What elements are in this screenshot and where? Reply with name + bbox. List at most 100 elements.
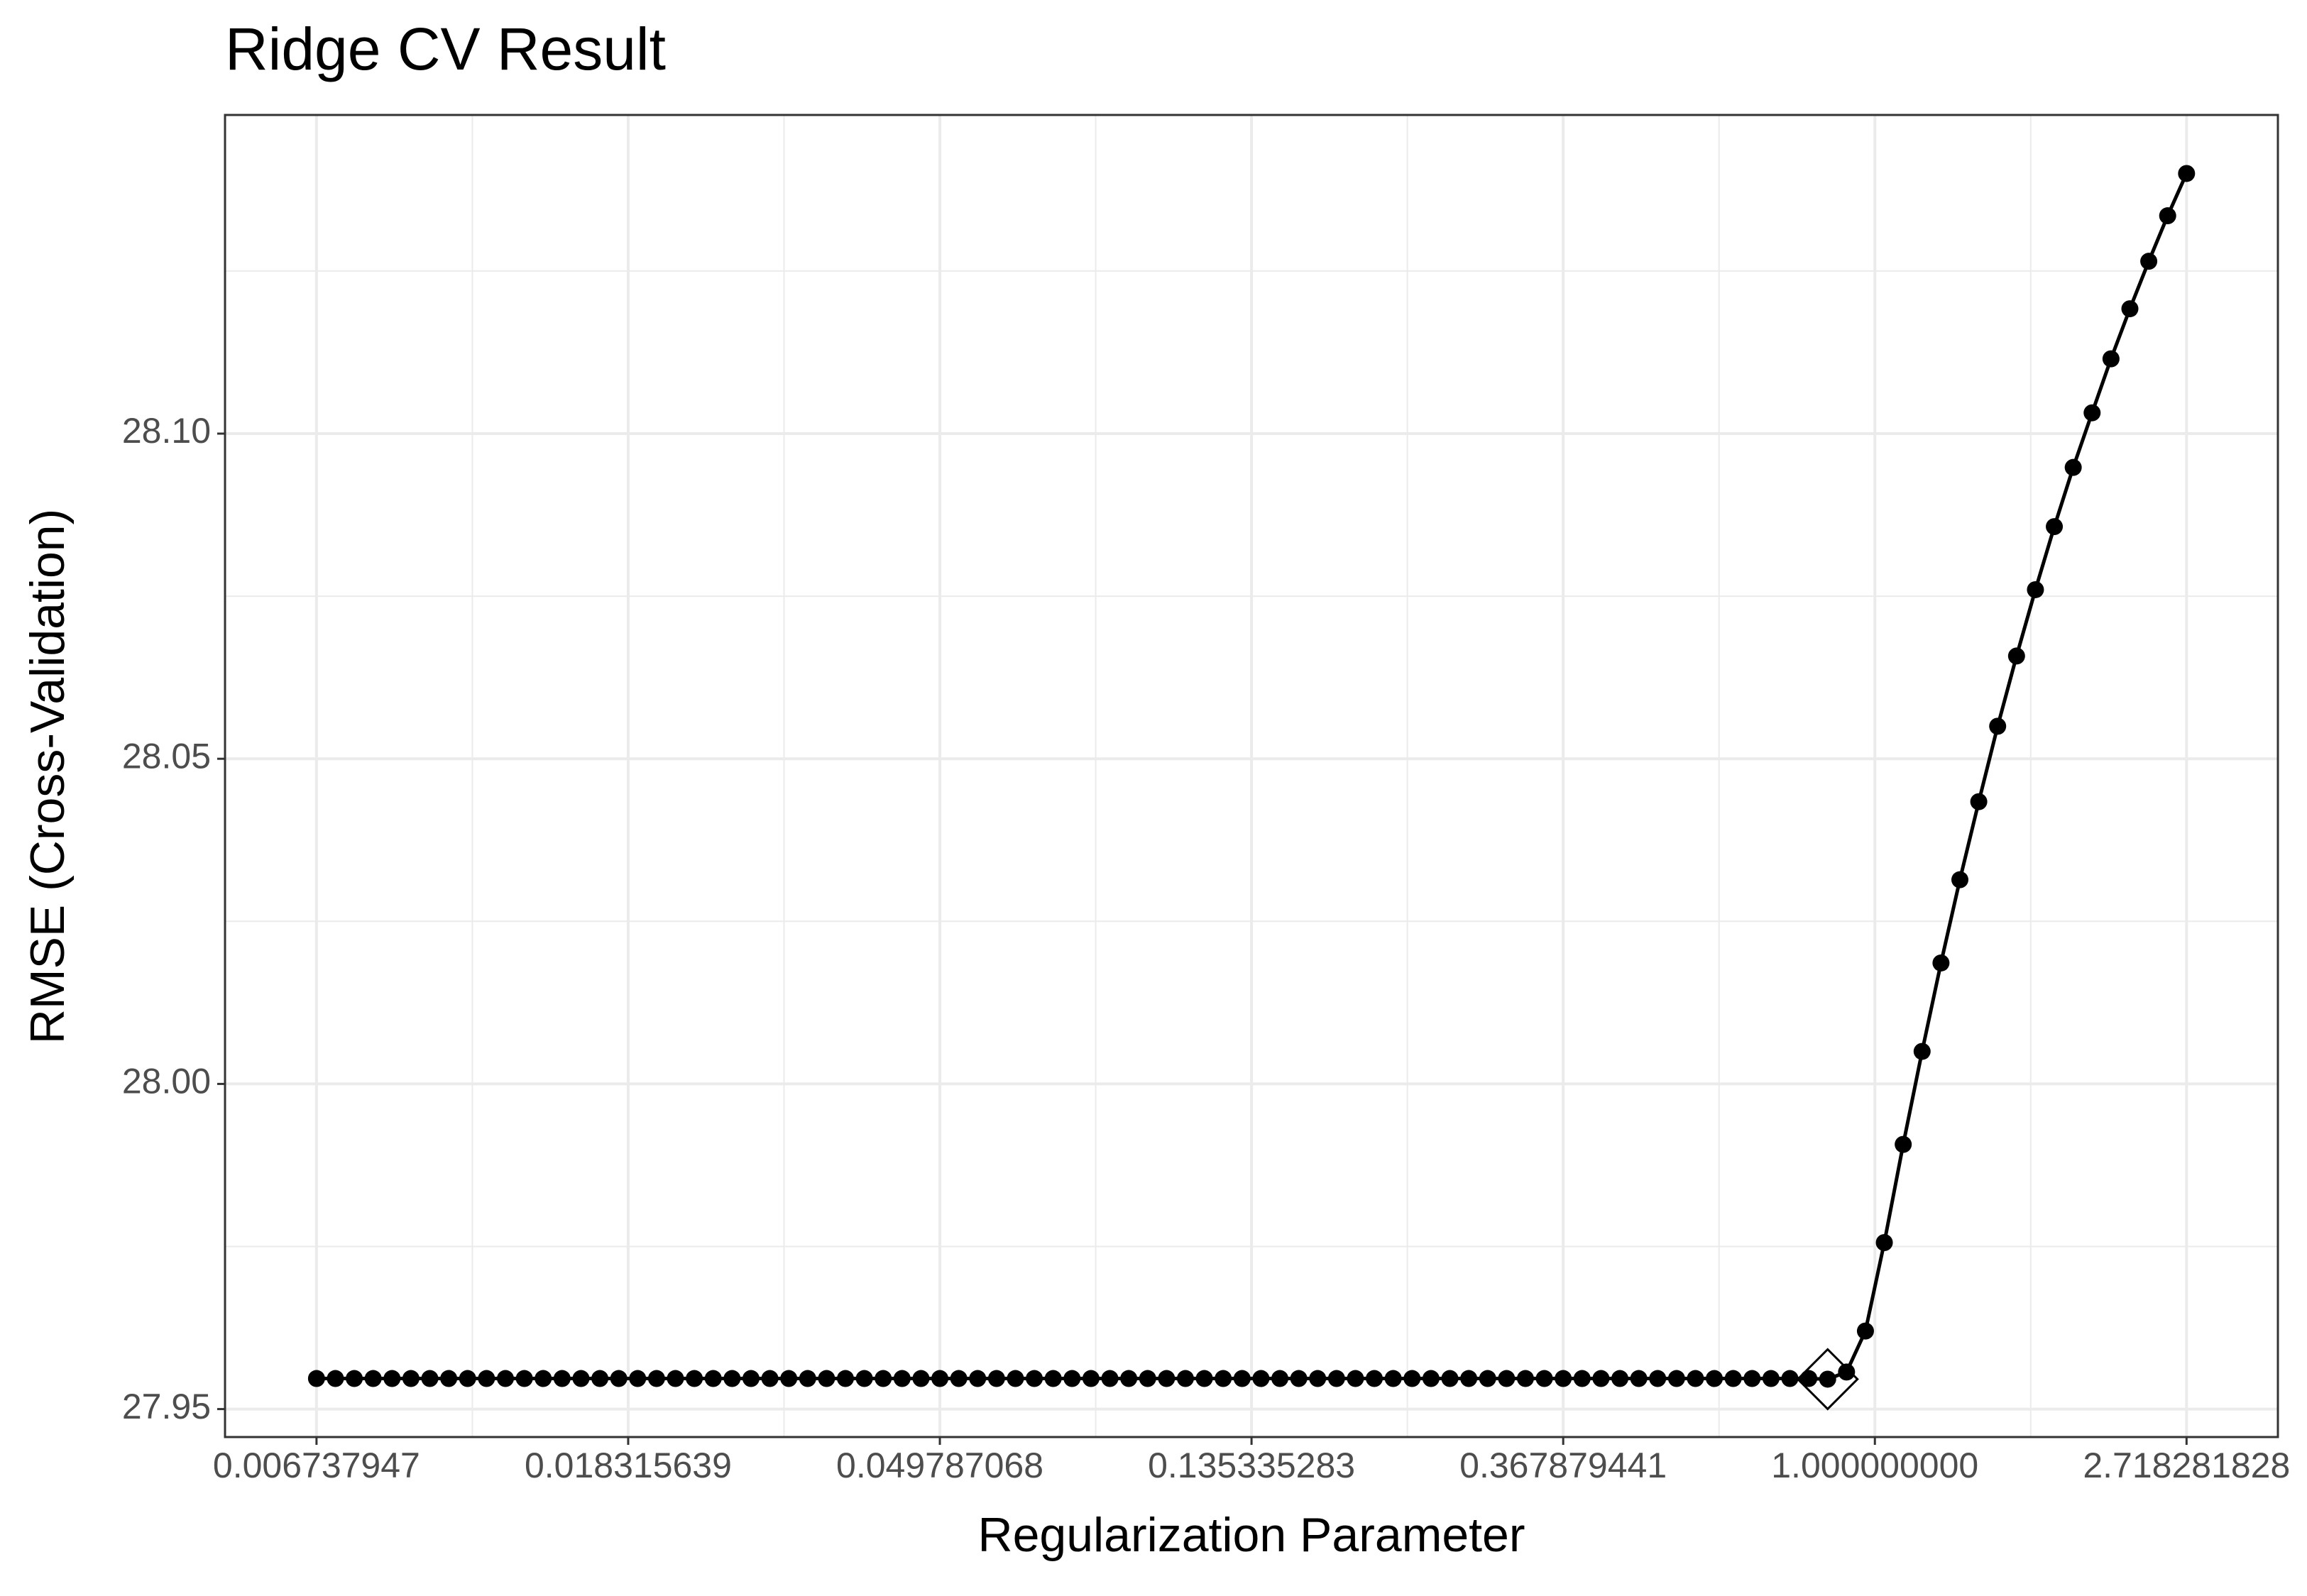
x-tick-label: 0.018315639 (525, 1446, 732, 1485)
line (316, 172, 2188, 1381)
point (1743, 1370, 1761, 1387)
y-tick-label: 28.10 (122, 411, 211, 451)
point (1233, 1370, 1251, 1387)
point (1573, 1370, 1591, 1387)
point (912, 1370, 930, 1387)
point (1403, 1370, 1421, 1387)
y-tick-label: 28.05 (122, 736, 211, 776)
point (1856, 1322, 1874, 1340)
point (497, 1370, 515, 1387)
point (364, 1370, 382, 1387)
point (1838, 1363, 1856, 1381)
point (535, 1370, 552, 1387)
point (1800, 1370, 1818, 1387)
point (591, 1370, 609, 1387)
point (1667, 1370, 1685, 1387)
optimum-marker (1796, 1348, 1859, 1411)
point (950, 1370, 968, 1387)
point (2159, 207, 2176, 225)
point (610, 1370, 628, 1387)
point (1422, 1370, 1440, 1387)
point (1535, 1370, 1553, 1387)
point (1215, 1370, 1232, 1387)
point (440, 1370, 458, 1387)
point (2140, 253, 2158, 270)
point (307, 1370, 325, 1387)
point (1044, 1370, 1062, 1387)
point (667, 1370, 684, 1387)
point (1630, 1370, 1648, 1387)
x-tick-label: 2.718281828 (2083, 1446, 2290, 1485)
point (2027, 580, 2044, 598)
point (1932, 954, 1950, 972)
plot-border (224, 114, 2279, 1438)
point (1158, 1370, 1176, 1387)
point (402, 1370, 420, 1387)
point (1687, 1370, 1704, 1387)
point (421, 1370, 439, 1387)
point (742, 1370, 760, 1387)
point (553, 1370, 571, 1387)
point (780, 1370, 798, 1387)
point (969, 1370, 987, 1387)
point (1706, 1370, 1724, 1387)
point (1970, 793, 1988, 810)
y-tick-label: 28.00 (122, 1062, 211, 1101)
point (1724, 1370, 1742, 1387)
point (1384, 1370, 1402, 1387)
point (1176, 1370, 1194, 1387)
point (1007, 1370, 1024, 1387)
point (1441, 1370, 1459, 1387)
point (647, 1370, 665, 1387)
point (1309, 1370, 1327, 1387)
point (1516, 1370, 1534, 1387)
point (987, 1370, 1005, 1387)
point (761, 1370, 779, 1387)
point (2007, 647, 2025, 665)
point (1611, 1370, 1629, 1387)
x-tick-label: 1.000000000 (1771, 1446, 1978, 1485)
point (1290, 1370, 1308, 1387)
point (383, 1370, 401, 1387)
point (1101, 1370, 1119, 1387)
point (1063, 1370, 1081, 1387)
point (1347, 1370, 1364, 1387)
point (1327, 1370, 1345, 1387)
point (818, 1370, 835, 1387)
point (799, 1370, 816, 1387)
point (704, 1370, 722, 1387)
point (1139, 1370, 1156, 1387)
point (1819, 1370, 1836, 1388)
chart-title: Ridge CV Result (225, 16, 666, 82)
point (1498, 1370, 1516, 1387)
point (459, 1370, 476, 1387)
point (1592, 1370, 1610, 1387)
point (1366, 1370, 1383, 1387)
point (572, 1370, 590, 1387)
point (515, 1370, 533, 1387)
x-tick-label: 0.006737947 (213, 1446, 420, 1485)
point (1555, 1370, 1572, 1387)
point (629, 1370, 647, 1387)
point (1951, 871, 1968, 888)
x-tick-label: 0.135335283 (1148, 1446, 1355, 1485)
point (2064, 458, 2082, 476)
point (2046, 518, 2064, 536)
point (1271, 1370, 1289, 1387)
point (1479, 1370, 1496, 1387)
x-axis-title: Regularization Parameter (977, 1508, 1525, 1562)
point (1762, 1370, 1780, 1387)
point (1026, 1370, 1043, 1387)
point (1781, 1370, 1799, 1387)
point (327, 1370, 344, 1387)
y-axis-title: RMSE (Cross-Validation) (21, 509, 75, 1044)
y-tick-label: 27.95 (122, 1387, 211, 1426)
point (2083, 404, 2101, 422)
point (723, 1370, 741, 1387)
x-tick-label: 0.049787068 (836, 1446, 1043, 1485)
point (837, 1370, 855, 1387)
point (931, 1370, 949, 1387)
